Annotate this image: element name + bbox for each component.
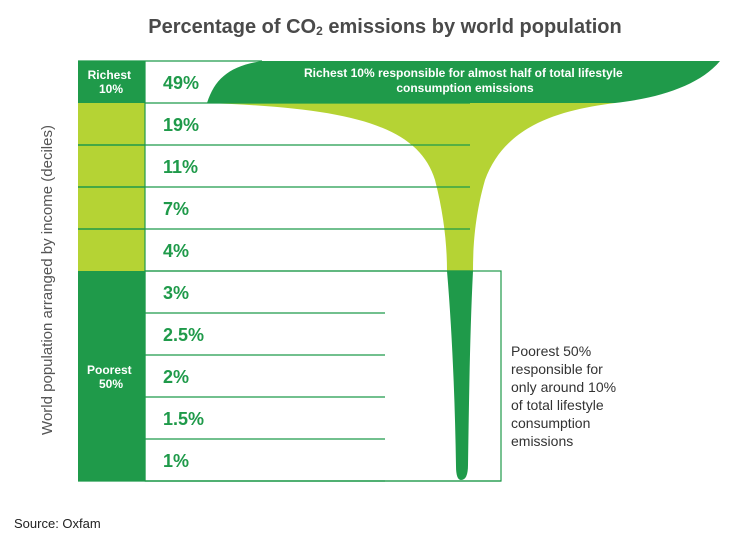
- side-bars: [78, 61, 145, 481]
- decile-row: 4%: [145, 241, 470, 272]
- value-label: 11%: [163, 157, 198, 177]
- side-bar-poorest: [78, 271, 145, 481]
- poorest-annotation-line: only around 10%: [511, 379, 616, 395]
- richest-label-line2: 10%: [99, 82, 123, 96]
- value-label: 3%: [163, 283, 189, 303]
- richest-annotation-line2: consumption emissions: [396, 81, 534, 95]
- poorest-annotation-box: [144, 270, 502, 482]
- poorest-annotation-line: responsible for: [511, 361, 603, 377]
- source-note: Source: Oxfam: [14, 516, 101, 531]
- chart-title: Percentage of CO2 emissions by world pop…: [148, 16, 621, 38]
- decile-row: 49%: [145, 73, 470, 104]
- funnel-middle-band: [207, 103, 615, 271]
- decile-row: 7%: [145, 199, 470, 230]
- poorest-annotation: Poorest 50% responsible for only around 10…: [511, 343, 616, 449]
- decile-row: 2.5%: [145, 325, 385, 356]
- value-label: 2%: [163, 367, 189, 387]
- value-label: 4%: [163, 241, 189, 261]
- y-axis-label: World population arranged by income (dec…: [39, 125, 56, 435]
- value-label: 1.5%: [163, 409, 204, 429]
- chart-title-main: Percentage of CO: [148, 16, 316, 38]
- poorest-annotation-line: of total lifestyle: [511, 397, 604, 413]
- poorest-label: Poorest 50%: [87, 363, 135, 391]
- decile-row: 3%: [145, 283, 385, 314]
- value-label: 7%: [163, 199, 189, 219]
- decile-row: 1%: [145, 451, 385, 482]
- chart-title-rest: emissions by world population: [323, 16, 622, 38]
- value-label: 2.5%: [163, 325, 204, 345]
- value-label: 19%: [163, 115, 199, 135]
- decile-row: 2%: [145, 367, 385, 398]
- decile-row: 19%: [145, 115, 470, 146]
- poorest-label-line2: 50%: [99, 377, 123, 391]
- richest-annotation-line1: Richest 10% responsible for almost half …: [304, 66, 623, 80]
- decile-row: 1.5%: [145, 409, 385, 440]
- funnel-richest-band: [207, 61, 720, 103]
- poorest-annotation-line: Poorest 50%: [511, 343, 591, 359]
- funnel-poorest-stem: [447, 271, 473, 480]
- decile-row: 11%: [145, 157, 470, 188]
- poorest-label-line1: Poorest: [87, 363, 132, 377]
- richest-label: Richest 10%: [88, 68, 135, 96]
- poorest-annotation-line: consumption: [511, 415, 590, 431]
- side-bar-richest: [78, 61, 145, 103]
- richest-annotation: Richest 10% responsible for almost half …: [304, 66, 626, 95]
- poorest-annotation-line: emissions: [511, 433, 573, 449]
- richest-label-line1: Richest: [88, 68, 131, 82]
- value-label: 49%: [163, 73, 199, 93]
- funnel-shape: [207, 61, 720, 480]
- value-label: 1%: [163, 451, 189, 471]
- chart-title-subscript: 2: [316, 24, 323, 38]
